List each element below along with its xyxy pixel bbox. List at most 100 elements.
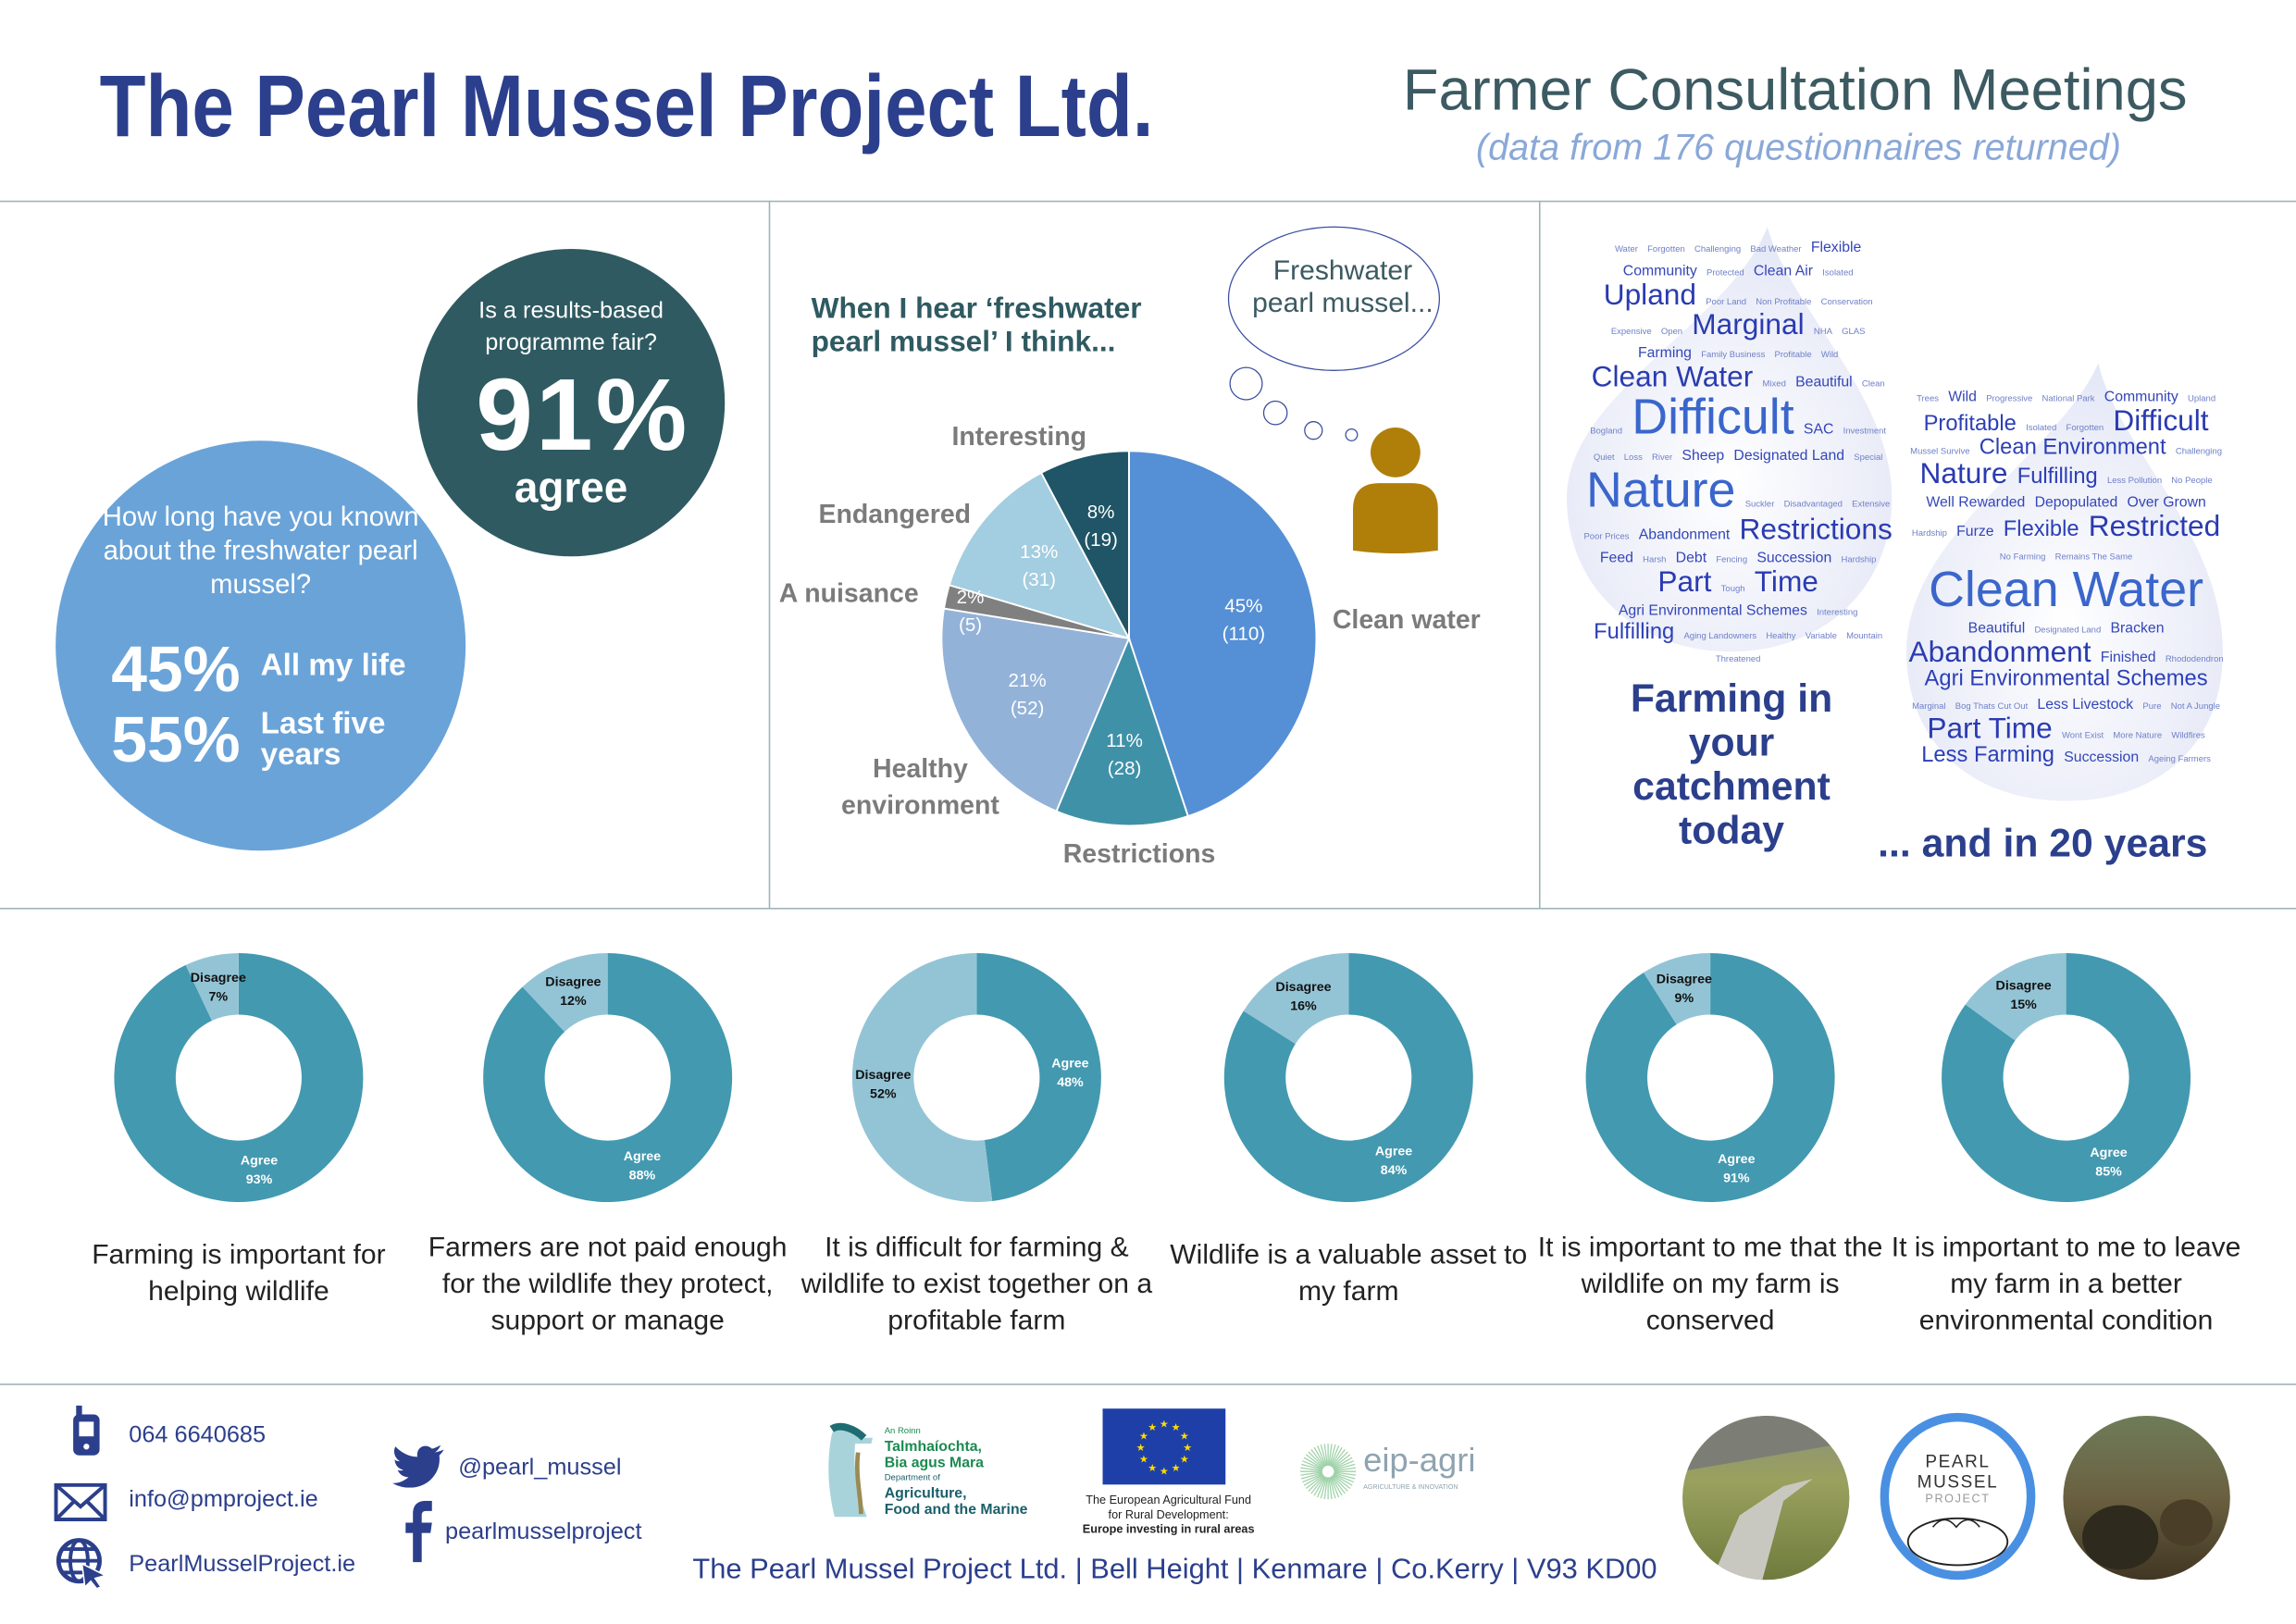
pie-heading: When I hear ‘freshwater pearl mussel’ I …: [812, 292, 1142, 360]
cloud-word: NHA: [1813, 328, 1832, 337]
cloud-word: River: [1652, 453, 1673, 463]
pmp-logo-text: PEARL: [1925, 1451, 1991, 1472]
cloud-word: Tough: [1720, 585, 1745, 595]
cloud-word: Wild: [1820, 351, 1839, 361]
donut-label-disagree: 12%: [560, 994, 587, 1009]
cloud-word: Agri Environmental Schemes: [1924, 665, 2208, 691]
pie-value-label: 2% (5): [956, 586, 985, 637]
cloud-word: Challenging: [2175, 448, 2222, 457]
globe-cursor-icon: [56, 1538, 108, 1590]
pie-value-label: 8% (19): [1084, 501, 1118, 551]
donut-label-agree: 85%: [2095, 1165, 2122, 1180]
cloud-word: Open: [1660, 328, 1683, 337]
cloud-word: Abandonment: [1908, 637, 2091, 670]
donut-caption: It is important to me that the wildlife …: [1537, 1233, 1883, 1337]
cloud-word: Rhododendron: [2165, 655, 2224, 665]
donut-label-disagree: Disagree: [1657, 973, 1712, 987]
cloud-word: Challenging: [1694, 245, 1742, 255]
pie-heading-line2: pearl mussel’ I think...: [811, 326, 1116, 359]
underwater-mussel-photo: [2063, 1416, 2230, 1581]
cloud-word: Trees: [1917, 395, 1939, 404]
cloud-word: SAC: [1803, 421, 1834, 439]
twitter-handle[interactable]: @pearl_mussel: [458, 1455, 622, 1481]
known-value-2: 55%: [111, 704, 241, 776]
eu-fund-text: The European Agricultural Fund for Rural …: [1082, 1493, 1255, 1536]
donut-label-agree: Agree: [1051, 1056, 1088, 1071]
cloud-word: Fencing: [1716, 556, 1748, 565]
email-link[interactable]: info@pmproject.ie: [129, 1487, 318, 1513]
cloud-word: Feed: [1599, 550, 1633, 567]
donut-segment-disagree: [1644, 953, 1711, 1025]
cloud-caption-today: Farming in your catchment today: [1630, 676, 1833, 852]
cloud-word: GLAS: [1842, 328, 1866, 337]
donut-chart: Agree 88% Disagree 12%: [483, 953, 733, 1203]
cloud-word: Sheep: [1682, 448, 1725, 465]
cloud-word: Suckler: [1744, 501, 1775, 510]
donut-caption: Farmers are not paid enough for the wild…: [428, 1233, 788, 1337]
donut-label-agree: Agree: [241, 1154, 278, 1169]
divider: [1538, 200, 1541, 909]
pmp-logo-ring: [1880, 1412, 2036, 1581]
cloud-word: Wildfires: [2171, 732, 2205, 741]
cloud-word: Debt: [1675, 550, 1707, 567]
cloud-word: Isolated: [2026, 424, 2057, 434]
pie-slice-interesting: [1039, 450, 1130, 639]
eu-star: ★: [1172, 1462, 1181, 1474]
cloud-word: Difficult: [1632, 389, 1794, 446]
cloud-word: Finished: [2100, 650, 2156, 666]
cloud-word: Part: [1657, 566, 1712, 600]
phone-number[interactable]: 064 6640685: [129, 1422, 267, 1448]
donut-label-disagree: 52%: [870, 1087, 897, 1102]
cloud-word: No People: [2171, 477, 2213, 487]
donut-chart: Agree 91% Disagree 9%: [1585, 953, 1835, 1203]
known-label-1: All my life: [260, 648, 406, 683]
donut-segment-disagree: [522, 953, 608, 1032]
eu-star: ★: [1183, 1442, 1192, 1454]
donut-segment-disagree: [185, 953, 239, 1021]
pie-slice-healthy-environment: [940, 607, 1131, 812]
cloud-word: Water: [1614, 245, 1638, 255]
word-cloud-drop-today: [1567, 227, 1893, 652]
pmp-logo-text: PROJECT: [1925, 1492, 1991, 1506]
eu-star: ★: [1180, 1454, 1189, 1466]
donut-segment-agree: [114, 953, 364, 1203]
facebook-page[interactable]: pearlmusselproject: [445, 1519, 642, 1545]
pie-chart: [940, 450, 1318, 827]
website-link[interactable]: PearlMusselProject.ie: [129, 1552, 356, 1578]
word-cloud-future: Trees Wild Progressive National Park Com…: [1906, 384, 2226, 768]
eu-star: ★: [1172, 1421, 1181, 1433]
donut-segment-disagree: [1965, 953, 2066, 1041]
divider: [0, 1383, 2296, 1385]
fair-value: 91%: [476, 357, 690, 472]
pmp-logo-text: MUSSEL: [1917, 1471, 1999, 1493]
divider: [0, 908, 2296, 910]
cloud-word: Mussel Survive: [1910, 448, 1970, 457]
cloud-word: Forgotten: [2066, 424, 2104, 434]
dept-logo-text: Talmhaíochta, Bia agus Mara: [884, 1439, 984, 1472]
donut-label-disagree: 15%: [2010, 998, 2037, 1012]
cloud-word: Protected: [1706, 269, 1744, 279]
thought-dot: [1304, 421, 1323, 440]
cloud-word: Loss: [1623, 453, 1643, 463]
facebook-icon: [405, 1500, 432, 1563]
cloud-word: Forgotten: [1647, 245, 1685, 255]
donut-label-agree: 84%: [1381, 1163, 1408, 1178]
donut-segment-agree: [483, 953, 733, 1203]
donut-label-disagree: Disagree: [855, 1068, 911, 1083]
eip-logo-sub: AGRICULTURE & INNOVATION: [1363, 1482, 1458, 1491]
phone-icon: [73, 1405, 100, 1456]
eip-agri-logo: eip-agri AGRICULTURE & INNOVATION: [1296, 1438, 1486, 1508]
cloud-word: Clean Air: [1753, 263, 1814, 280]
cloud-word: Mountain: [1846, 632, 1883, 642]
pie-slice-clean-water: [1127, 450, 1318, 818]
cloud-word: Designated Land: [1733, 448, 1845, 465]
thought-bubble-text: Freshwater pearl mussel...: [1252, 255, 1433, 319]
river-photo: [1682, 1416, 1850, 1581]
dept-logo-text: Agriculture, Food and the Marine: [884, 1486, 1028, 1519]
page-title: The Pearl Mussel Project Ltd.: [99, 56, 1154, 155]
cloud-word: Bogland: [1590, 428, 1623, 437]
known-value-1: 45%: [111, 634, 241, 706]
donut-caption: It is difficult for farming & wildlife t…: [800, 1233, 1153, 1337]
meetings-note: (data from 176 questionnaires returned): [1475, 127, 2121, 168]
